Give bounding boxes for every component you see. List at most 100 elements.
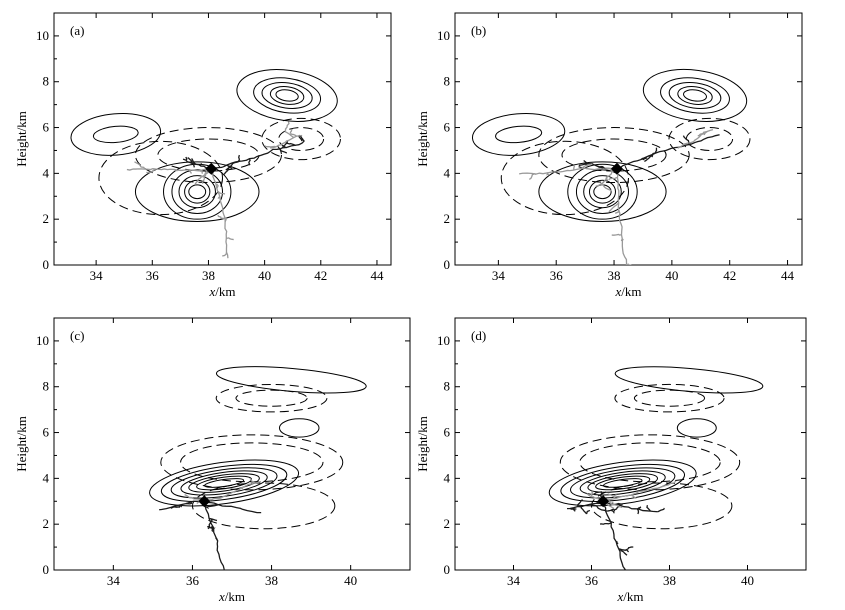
negative-contour [235, 389, 308, 407]
y-tick-label: 0 [43, 257, 50, 272]
positive-channel [222, 252, 228, 257]
panel-d: 34 36 38 40 0 2 4 6 8 10 x/km Height/km (d) [415, 317, 807, 604]
y-axis-title: Height/km [14, 416, 29, 472]
negative-channel [646, 505, 652, 512]
positive-channel [600, 183, 612, 192]
negative-contour [180, 442, 324, 483]
negative-channel [578, 162, 589, 167]
negative-channel [182, 158, 212, 170]
negative-contour [98, 140, 223, 216]
negative-contour [278, 127, 325, 151]
x-tick-label: 38 [608, 268, 621, 283]
positive-channel [210, 168, 229, 259]
positive-channel [216, 183, 219, 189]
x-tick-label: 38 [202, 268, 215, 283]
positive-contour [471, 112, 566, 156]
negative-channel [585, 509, 591, 515]
negative-channel [566, 500, 604, 510]
positive-channel [284, 131, 295, 139]
positive-channel [264, 145, 277, 148]
positive-contour [253, 77, 322, 114]
negative-channel [205, 506, 209, 510]
positive-contour [134, 161, 260, 222]
positive-channel [284, 121, 290, 132]
positive-contour [595, 475, 651, 491]
positive-channel [290, 133, 297, 137]
y-tick-label: 0 [444, 257, 451, 272]
x-tick-label: 40 [665, 268, 678, 283]
positive-channel [217, 214, 226, 220]
negative-channel [599, 522, 612, 525]
negative-channel [610, 509, 615, 514]
negative-channel [580, 506, 588, 515]
initiation-marker [198, 495, 211, 508]
y-tick-label: 8 [444, 74, 451, 89]
positive-channel [611, 503, 623, 509]
x-tick-label: 36 [550, 268, 564, 283]
y-tick-label: 4 [444, 470, 451, 485]
x-tick-label: 42 [723, 268, 736, 283]
negative-contour [500, 140, 630, 216]
y-tick-label: 4 [43, 165, 50, 180]
positive-channel [270, 134, 303, 149]
negative-channel [248, 158, 251, 166]
positive-contour [683, 89, 707, 102]
positive-contour [560, 463, 686, 502]
y-tick-label: 2 [43, 211, 50, 226]
negative-contour [614, 383, 725, 413]
positive-contour [188, 473, 260, 493]
panel-c: 34 36 38 40 0 2 4 6 8 10 x/km Height/km (c) [14, 317, 411, 604]
y-tick-label: 6 [444, 120, 451, 135]
negative-channel [207, 504, 219, 508]
positive-channel [590, 490, 595, 498]
plot-area [70, 69, 341, 259]
positive-contour [575, 169, 629, 214]
positive-channel [528, 173, 534, 180]
x-tick-label: 34 [107, 573, 121, 588]
y-tick-label: 2 [444, 516, 451, 531]
positive-channel [146, 168, 156, 174]
positive-contour [579, 470, 666, 496]
positive-contour [275, 89, 299, 102]
y-tick-label: 4 [43, 470, 50, 485]
negative-contour [191, 482, 336, 530]
x-tick-label: 36 [585, 573, 599, 588]
positive-contour [178, 175, 216, 209]
positive-contour [269, 86, 305, 105]
positive-channel [697, 131, 706, 137]
y-axis-title: Height/km [415, 416, 430, 472]
x-tick-label: 38 [663, 573, 676, 588]
positive-contour [587, 473, 658, 493]
positive-channel [579, 163, 593, 170]
positive-channel [289, 128, 293, 134]
positive-contour [92, 125, 139, 144]
positive-contour [495, 125, 543, 144]
y-tick-label: 6 [43, 120, 50, 135]
x-axis-title: x/km [614, 284, 641, 299]
x-tick-label: 36 [146, 268, 160, 283]
negative-channel [602, 500, 658, 513]
negative-channel [602, 501, 627, 570]
negative-channel [657, 507, 665, 513]
positive-channel [625, 263, 632, 265]
negative-contour [160, 434, 344, 491]
positive-channel [226, 237, 234, 241]
positive-contour [171, 169, 224, 214]
negative-contour [591, 482, 733, 530]
negative-channel [654, 147, 658, 154]
positive-contour [548, 459, 697, 507]
x-tick-label: 40 [344, 573, 357, 588]
negative-channel [682, 135, 692, 145]
negative-contour [134, 127, 282, 184]
positive-contour [261, 82, 313, 109]
positive-contour [583, 175, 622, 209]
panel-label: (b) [471, 23, 486, 38]
positive-channel [217, 190, 226, 195]
positive-channel [611, 233, 622, 236]
negative-channel [577, 499, 583, 507]
positive-contour [538, 161, 667, 222]
plot-area [548, 366, 764, 570]
positive-channel [201, 175, 206, 184]
y-axis-title: Height/km [415, 111, 430, 167]
y-tick-label: 0 [43, 562, 50, 577]
